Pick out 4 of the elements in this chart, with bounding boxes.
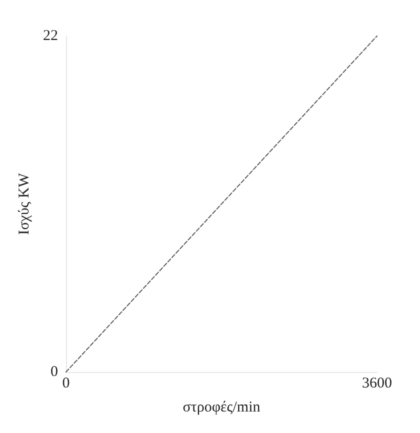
y-axis-title: Ισχύς KW <box>16 172 33 235</box>
x-axis-title: στροφές/min <box>182 400 261 416</box>
y-tick-label: 22 <box>43 28 58 44</box>
x-tick-label: 3600 <box>362 376 392 392</box>
